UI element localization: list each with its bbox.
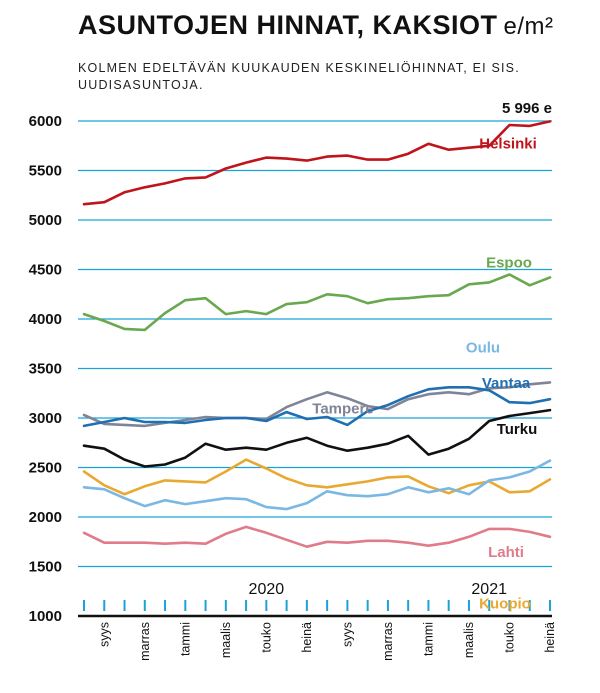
x-tick-label: heinä bbox=[300, 622, 314, 653]
series-label-vantaa: Vantaa bbox=[482, 375, 531, 392]
year-label: 2020 bbox=[249, 581, 285, 598]
series-line-lahti bbox=[82, 525, 552, 549]
y-tick-label: 2500 bbox=[29, 460, 62, 477]
series-label-helsinki: Helsinki bbox=[479, 135, 537, 152]
series-line-helsinki bbox=[82, 120, 552, 206]
y-tick-label: 3500 bbox=[29, 361, 62, 378]
series-line-turku bbox=[82, 408, 552, 468]
y-tick-label: 4000 bbox=[29, 311, 62, 328]
y-tick-label: 6000 bbox=[29, 113, 62, 130]
y-tick-label: 1000 bbox=[29, 608, 62, 625]
y-tick-label: 2000 bbox=[29, 509, 62, 526]
x-tick-label: tammi bbox=[421, 622, 435, 656]
chart-subtitle: KOLMEN EDELTÄVÄN KUUKAUDEN KESKINELIÖHIN… bbox=[78, 61, 520, 92]
x-tick-label: maalis bbox=[462, 622, 476, 658]
x-tick-label: heinä bbox=[543, 622, 557, 653]
chart-title-text: ASUNTOJEN HINNAT, KAKSIOT bbox=[78, 10, 498, 40]
series-label-tampere: Tampere bbox=[312, 400, 373, 417]
series-line-espoo bbox=[82, 273, 552, 332]
x-tick-label: syys bbox=[340, 622, 354, 647]
y-tick-label: 3000 bbox=[29, 410, 62, 427]
series-line-kuopio bbox=[82, 458, 552, 496]
series-label-turku: Turku bbox=[497, 421, 538, 438]
series-label-lahti: Lahti bbox=[488, 544, 524, 561]
x-tick-label: tammi bbox=[178, 622, 192, 656]
chart-title-unit: e/m² bbox=[503, 13, 554, 40]
x-tick-label: marras bbox=[138, 622, 152, 661]
x-tick-label: marras bbox=[381, 622, 395, 661]
y-tick-label: 1500 bbox=[29, 559, 62, 576]
series-line-tampere bbox=[82, 381, 552, 428]
year-label: 2021 bbox=[471, 581, 507, 598]
x-tick-label: maalis bbox=[219, 622, 233, 658]
series-line-vantaa bbox=[82, 385, 552, 428]
x-tick-label: touko bbox=[502, 622, 516, 653]
series-labels: Helsinki Espoo Vantaa Tampere Turku Oulu Kuopi… bbox=[312, 100, 552, 612]
series-lines bbox=[82, 120, 552, 549]
y-axis-tick-labels: 1000 1500 2000 2500 3000 3500 4000 4500 5000 5500… bbox=[29, 113, 62, 625]
end-value-label: 5 996 e bbox=[502, 100, 552, 117]
y-tick-label: 5500 bbox=[29, 163, 62, 180]
x-tick-label: touko bbox=[259, 622, 273, 653]
chart-title: ASUNTOJEN HINNAT, KAKSIOT e/m² bbox=[78, 10, 554, 41]
y-tick-label: 4500 bbox=[29, 262, 62, 279]
series-label-kuopio: Kuopio bbox=[479, 595, 531, 612]
series-line-oulu bbox=[82, 459, 552, 511]
series-label-oulu: Oulu bbox=[466, 340, 500, 357]
x-tick-label: syys bbox=[97, 622, 111, 647]
y-tick-label: 5000 bbox=[29, 212, 62, 229]
x-axis: syys marras tammi maalis touko heinä syys marra… bbox=[78, 581, 557, 661]
series-label-espoo: Espoo bbox=[486, 254, 532, 271]
